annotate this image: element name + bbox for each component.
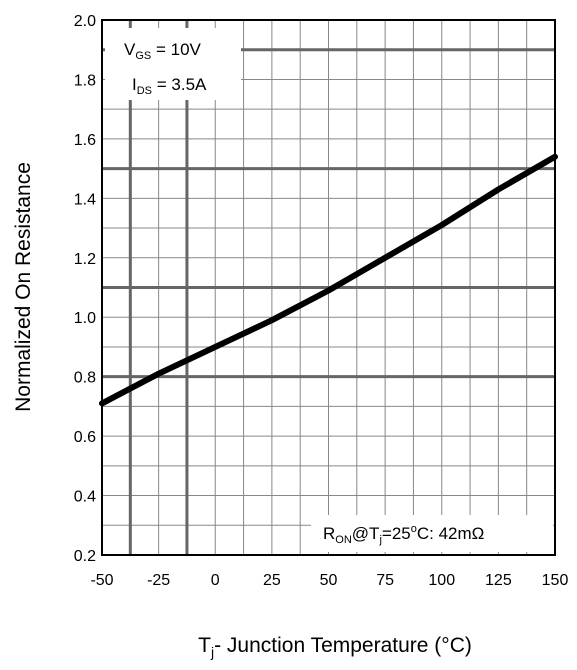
y-tick-label: 1.4 [74, 191, 96, 208]
ron-annotation: RON@Tj=25oC: 42mΩ [323, 523, 484, 546]
y-tick-label: 0.6 [74, 429, 96, 446]
x-tick-label: 50 [320, 572, 338, 589]
x-tick-label: 0 [211, 572, 220, 589]
y-tick-label: 0.8 [74, 370, 96, 387]
y-tick-label: 1.8 [74, 72, 96, 89]
conditions-box [105, 28, 241, 100]
y-tick-label: 1.0 [74, 310, 96, 327]
ids-annotation: IDS = 3.5A [132, 75, 207, 97]
y-tick-label: 2.0 [74, 13, 96, 30]
y-tick-label: 0.2 [74, 548, 96, 565]
x-tick-label: 125 [485, 572, 512, 589]
ron-box [311, 515, 553, 552]
series-layer [99, 153, 558, 407]
x-tick-label: 25 [263, 572, 281, 589]
x-tick-label: 150 [542, 572, 569, 589]
y-axis-title: Normalized On Resistance [12, 162, 35, 412]
series-line [99, 153, 558, 407]
plot-frame [101, 19, 556, 556]
x-tick-label: 100 [428, 572, 455, 589]
x-axis-title: Tj- Junction Temperature (°C) [198, 634, 472, 660]
x-tick-label: 75 [376, 572, 394, 589]
y-tick-label: 1.2 [74, 251, 96, 268]
y-tick-label: 0.4 [74, 489, 96, 506]
y-tick-label: 1.6 [74, 132, 96, 149]
vgs-annotation: VGS = 10V [124, 40, 202, 62]
tick-labels: -50 -25 0 25 50 75 100 125 150 0.2 0.4 0.6 0.8 1.0 1.2… [74, 13, 569, 589]
grid [101, 19, 556, 556]
x-tick-label: -25 [147, 572, 170, 589]
x-tick-label: -50 [90, 572, 113, 589]
